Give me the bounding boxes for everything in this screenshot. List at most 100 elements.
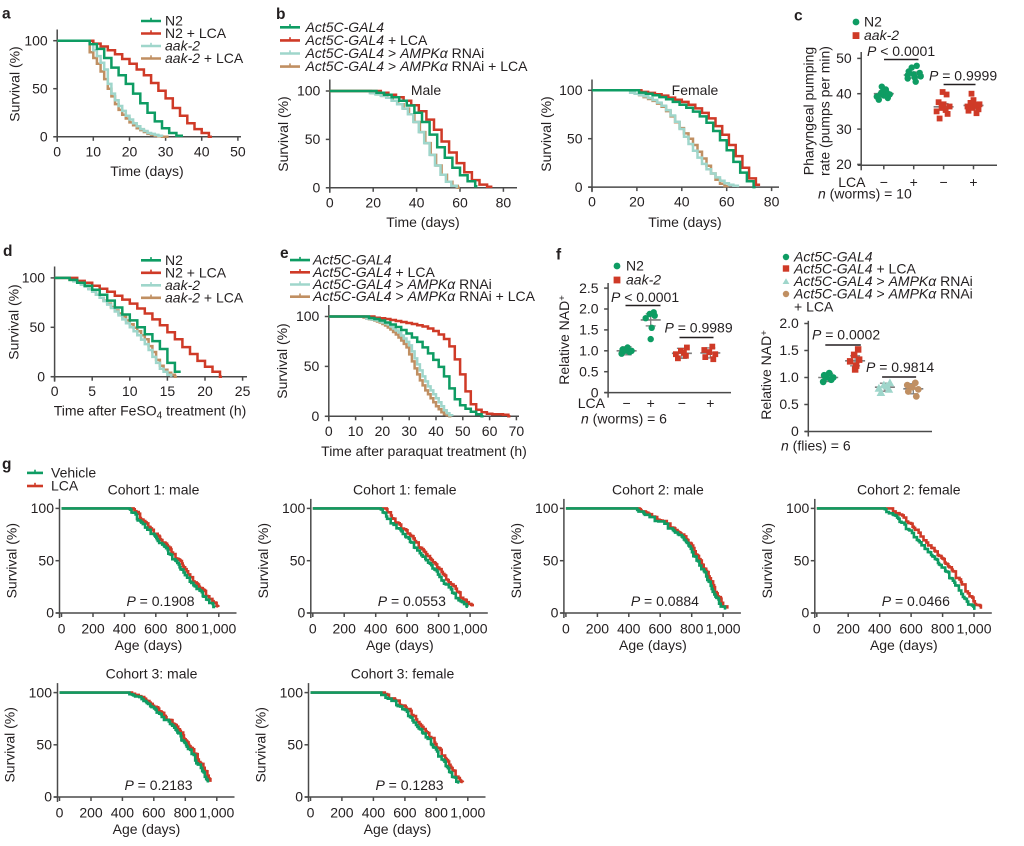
svg-text:Act5C-GAL4 > AMPKα RNAi: Act5C-GAL4 > AMPKα RNAi [312, 276, 492, 292]
svg-text:0: 0 [813, 621, 821, 637]
svg-text:aak-2: aak-2 [165, 38, 200, 54]
svg-text:400: 400 [364, 621, 388, 637]
svg-text:n (worms) = 10: n (worms) = 10 [818, 186, 912, 202]
svg-text:400: 400 [113, 621, 137, 637]
svg-text:Cohort 2: male: Cohort 2: male [612, 481, 704, 497]
svg-text:50: 50 [836, 50, 852, 66]
svg-text:200: 200 [79, 805, 103, 821]
svg-text:80: 80 [764, 194, 780, 210]
svg-text:70: 70 [509, 423, 525, 439]
svg-text:20: 20 [197, 383, 213, 399]
svg-text:400: 400 [617, 621, 641, 637]
svg-text:400: 400 [111, 805, 135, 821]
svg-text:0: 0 [551, 605, 559, 621]
svg-text:800: 800 [174, 805, 198, 821]
svg-text:60: 60 [719, 194, 735, 210]
svg-text:b: b [276, 6, 285, 23]
svg-text:Act5C-GAL4 + LCA: Act5C-GAL4 + LCA [312, 264, 435, 280]
svg-text:P = 0.2183: P = 0.2183 [124, 777, 192, 793]
svg-text:100: 100 [297, 83, 321, 99]
svg-text:P = 0.1283: P = 0.1283 [375, 777, 443, 793]
svg-text:25: 25 [235, 383, 251, 399]
svg-text:e: e [280, 245, 289, 262]
svg-text:Act5C-GAL4: Act5C-GAL4 [305, 19, 385, 35]
svg-text:Act5C-GAL4 + LCA: Act5C-GAL4 + LCA [793, 260, 916, 276]
svg-text:50: 50 [305, 131, 321, 147]
svg-text:1.5: 1.5 [779, 342, 799, 358]
svg-text:c: c [794, 8, 803, 25]
svg-text:200: 200 [586, 621, 610, 637]
svg-text:f: f [556, 247, 562, 264]
svg-text:Age (days): Age (days) [619, 637, 687, 653]
svg-text:0: 0 [53, 143, 61, 159]
svg-text:Time (days): Time (days) [648, 214, 721, 230]
svg-text:Cohort 1: male: Cohort 1: male [108, 481, 200, 497]
svg-text:800: 800 [427, 621, 451, 637]
svg-text:N2 + LCA: N2 + LCA [165, 25, 227, 41]
svg-text:+: + [969, 174, 977, 190]
svg-text:aak-2 + LCA: aak-2 + LCA [165, 50, 244, 66]
svg-text:600: 600 [899, 621, 923, 637]
svg-text:Cohort 1: female: Cohort 1: female [353, 481, 457, 497]
svg-text:40: 40 [836, 85, 852, 101]
svg-text:Cohort 2: female: Cohort 2: female [857, 481, 961, 497]
svg-text:Act5C-GAL4 > AMPKα RNAi: Act5C-GAL4 > AMPKα RNAi [305, 45, 485, 61]
svg-text:Survival (%): Survival (%) [275, 96, 291, 171]
svg-text:g: g [2, 456, 11, 473]
svg-text:50: 50 [287, 737, 303, 753]
svg-text:100: 100 [296, 308, 320, 324]
svg-text:Female: Female [672, 82, 719, 98]
svg-text:0: 0 [40, 129, 48, 145]
svg-text:15: 15 [160, 383, 176, 399]
svg-text:50: 50 [30, 319, 46, 335]
svg-text:Survival (%): Survival (%) [2, 707, 18, 782]
svg-text:Age (days): Age (days) [113, 821, 181, 837]
svg-text:50: 50 [38, 552, 54, 568]
svg-text:Male: Male [411, 82, 442, 98]
svg-text:0: 0 [326, 194, 334, 210]
svg-text:100: 100 [24, 32, 48, 48]
svg-text:100: 100 [786, 500, 810, 516]
svg-text:1.5: 1.5 [579, 322, 599, 338]
svg-text:400: 400 [868, 621, 892, 637]
svg-text:0: 0 [56, 805, 64, 821]
svg-text:−: − [678, 395, 686, 411]
svg-text:Age (days): Age (days) [366, 637, 434, 653]
svg-text:0: 0 [307, 805, 315, 821]
svg-text:N2: N2 [165, 252, 183, 268]
svg-text:0: 0 [802, 605, 810, 621]
svg-text:Relative NAD+: Relative NAD+ [758, 330, 774, 420]
svg-text:Survival (%): Survival (%) [508, 523, 524, 598]
svg-text:Age (days): Age (days) [115, 637, 183, 653]
svg-text:0: 0 [575, 179, 583, 195]
svg-text:50: 50 [794, 552, 810, 568]
svg-text:1.0: 1.0 [779, 369, 799, 385]
svg-text:1,000: 1,000 [450, 805, 485, 821]
svg-text:600: 600 [142, 805, 166, 821]
svg-text:0: 0 [44, 789, 52, 805]
svg-text:P < 0.0001: P < 0.0001 [611, 289, 679, 305]
svg-text:N2 + LCA: N2 + LCA [165, 264, 227, 280]
svg-text:P = 0.1908: P = 0.1908 [126, 593, 194, 609]
svg-text:1,000: 1,000 [453, 621, 488, 637]
svg-text:0: 0 [298, 605, 306, 621]
svg-text:Act5C-GAL4: Act5C-GAL4 [312, 252, 392, 268]
svg-text:600: 600 [395, 621, 419, 637]
svg-text:−: − [880, 174, 888, 190]
svg-text:Survival (%): Survival (%) [4, 523, 20, 598]
svg-text:100: 100 [282, 500, 306, 516]
svg-text:200: 200 [333, 621, 357, 637]
svg-text:+ LCA: + LCA [794, 298, 834, 314]
svg-text:aak-2: aak-2 [864, 27, 899, 43]
svg-text:50: 50 [455, 423, 471, 439]
svg-text:0: 0 [46, 605, 54, 621]
svg-text:600: 600 [649, 621, 673, 637]
svg-text:80: 80 [496, 194, 512, 210]
svg-text:1,000: 1,000 [199, 805, 234, 821]
svg-text:aak-2: aak-2 [626, 272, 661, 288]
svg-text:600: 600 [144, 621, 168, 637]
svg-text:+: + [910, 174, 918, 190]
svg-text:800: 800 [425, 805, 449, 821]
svg-text:Age (days): Age (days) [870, 637, 938, 653]
svg-text:P = 0.0553: P = 0.0553 [378, 593, 446, 609]
